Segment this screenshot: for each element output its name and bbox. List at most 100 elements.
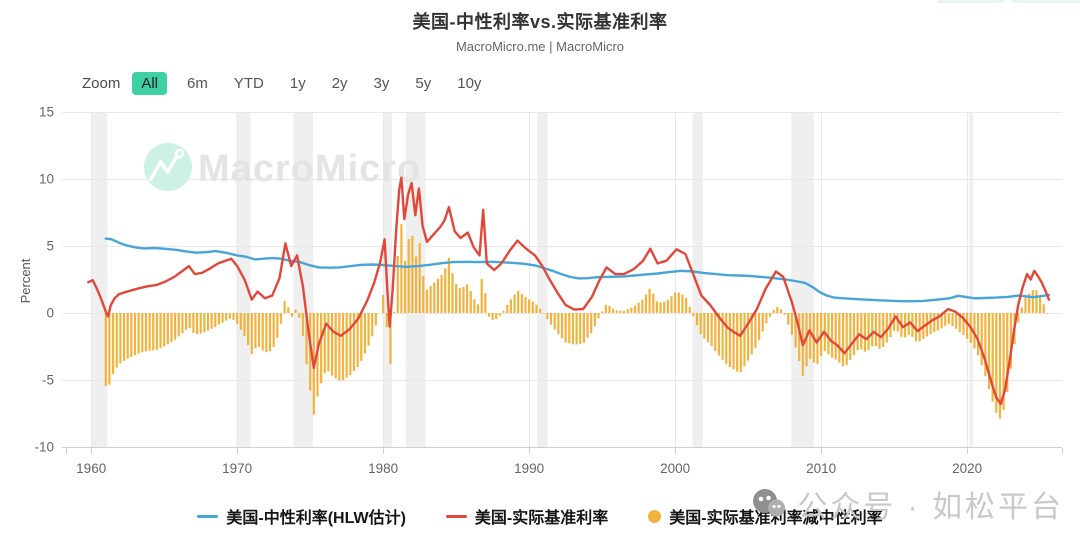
diff-bar <box>1002 313 1005 411</box>
diff-bar <box>871 313 874 347</box>
diff-bar <box>148 313 151 351</box>
diff-bar <box>469 291 472 313</box>
diff-bar <box>557 313 560 335</box>
diff-bar <box>717 313 721 356</box>
diff-bar <box>611 308 615 313</box>
diff-bar <box>637 302 640 313</box>
diff-bar <box>265 313 268 353</box>
diff-bar <box>856 313 859 351</box>
x-tick-label: 2020 <box>952 461 982 476</box>
y-tick-label: -5 <box>42 373 54 388</box>
diff-bar <box>593 313 596 326</box>
range-button-1y[interactable]: 1y <box>284 72 312 95</box>
diff-bar <box>995 313 998 413</box>
range-button-2y[interactable]: 2y <box>326 72 354 95</box>
recession-band <box>293 112 314 447</box>
diff-bar <box>334 313 337 379</box>
diff-bar <box>517 291 520 313</box>
diff-bar <box>571 313 575 345</box>
diff-bar <box>126 313 129 359</box>
x-tick-label: 1970 <box>222 461 252 476</box>
page-title: 美国-中性利率vs.实际基准利率 <box>412 12 668 32</box>
legend-item-2[interactable]: 美国-实际基准利率减中性利率 <box>648 504 883 528</box>
macromicro-logo-icon <box>174 148 185 159</box>
diff-bar <box>1009 313 1013 369</box>
range-button-10y[interactable]: 10y <box>451 72 487 95</box>
diff-bar <box>962 313 965 335</box>
diff-bar <box>345 313 348 378</box>
diff-bar <box>301 313 304 337</box>
diff-bar <box>655 301 658 313</box>
chart-source: MacroMicro.me | MacroMicro <box>455 39 625 54</box>
diff-bar <box>695 313 699 326</box>
diff-bar <box>382 294 385 313</box>
diff-bar <box>298 313 301 318</box>
diff-bar <box>217 313 221 325</box>
diff-bar <box>181 313 184 334</box>
range-button-all[interactable]: All <box>132 72 168 95</box>
diff-bar <box>582 313 585 343</box>
diff-bar <box>1046 313 1049 314</box>
legend: 美国-中性利率(HLW估计) 美国-实际基准利率 美国-实际基准利率减中性利率 <box>0 504 1080 528</box>
diff-bar <box>418 242 421 313</box>
range-button-6m[interactable]: 6m <box>181 72 214 95</box>
diff-bar <box>349 313 352 376</box>
diff-bar <box>787 313 790 325</box>
diff-bar <box>509 299 513 313</box>
diff-bar <box>1020 307 1023 313</box>
diff-bar <box>626 309 629 313</box>
macromicro-logo-icon <box>144 143 192 191</box>
legend-item-1[interactable]: 美国-实际基准利率 <box>445 504 609 528</box>
diff-bar <box>531 301 534 313</box>
diff-bar <box>579 313 582 344</box>
diff-bar <box>210 313 213 329</box>
diff-bar <box>783 313 786 315</box>
legend-circle-marker <box>648 509 662 523</box>
diff-bar <box>236 313 239 324</box>
neutral-rate-line <box>104 237 1051 303</box>
diff-bar <box>440 274 443 313</box>
diff-bar <box>710 313 713 347</box>
diff-bar <box>429 286 432 313</box>
diff-bar <box>743 313 746 367</box>
diff-bar <box>677 292 680 313</box>
diff-bar <box>663 301 666 313</box>
diff-bar <box>659 302 662 313</box>
diff-bar <box>455 283 458 313</box>
range-button-ytd[interactable]: YTD <box>228 72 270 95</box>
real-rate-line <box>87 176 1051 406</box>
diff-bar <box>966 313 969 339</box>
diff-bar <box>692 313 695 317</box>
diff-bar <box>586 313 589 338</box>
diff-bar <box>352 313 356 372</box>
diff-bar <box>841 313 845 367</box>
diff-bar <box>885 313 888 343</box>
diff-bar <box>929 313 932 335</box>
diff-bar <box>272 313 275 347</box>
zoom-label: Zoom <box>82 75 121 92</box>
diff-bar <box>604 304 607 313</box>
diff-bar <box>991 313 994 402</box>
diff-bar <box>287 307 290 313</box>
recession-band <box>969 112 973 447</box>
legend-label: 美国-实际基准利率 <box>474 510 609 527</box>
diff-bar <box>944 313 947 326</box>
diff-bar <box>721 313 724 360</box>
diff-bar <box>699 313 702 335</box>
diff-bar <box>261 313 264 351</box>
range-button-5y[interactable]: 5y <box>409 72 437 95</box>
diff-bar <box>487 313 491 317</box>
diff-bar <box>732 313 735 370</box>
diff-bar <box>798 313 801 362</box>
range-button-3y[interactable]: 3y <box>368 72 396 95</box>
diff-bar <box>407 239 410 313</box>
diff-bar <box>688 307 691 313</box>
diff-bar <box>1028 293 1031 313</box>
legend-item-0[interactable]: 美国-中性利率(HLW估计) <box>197 504 406 528</box>
diff-bar <box>506 304 509 313</box>
diff-bar <box>958 313 961 333</box>
diff-bar <box>338 313 341 381</box>
diff-bar <box>524 296 527 313</box>
